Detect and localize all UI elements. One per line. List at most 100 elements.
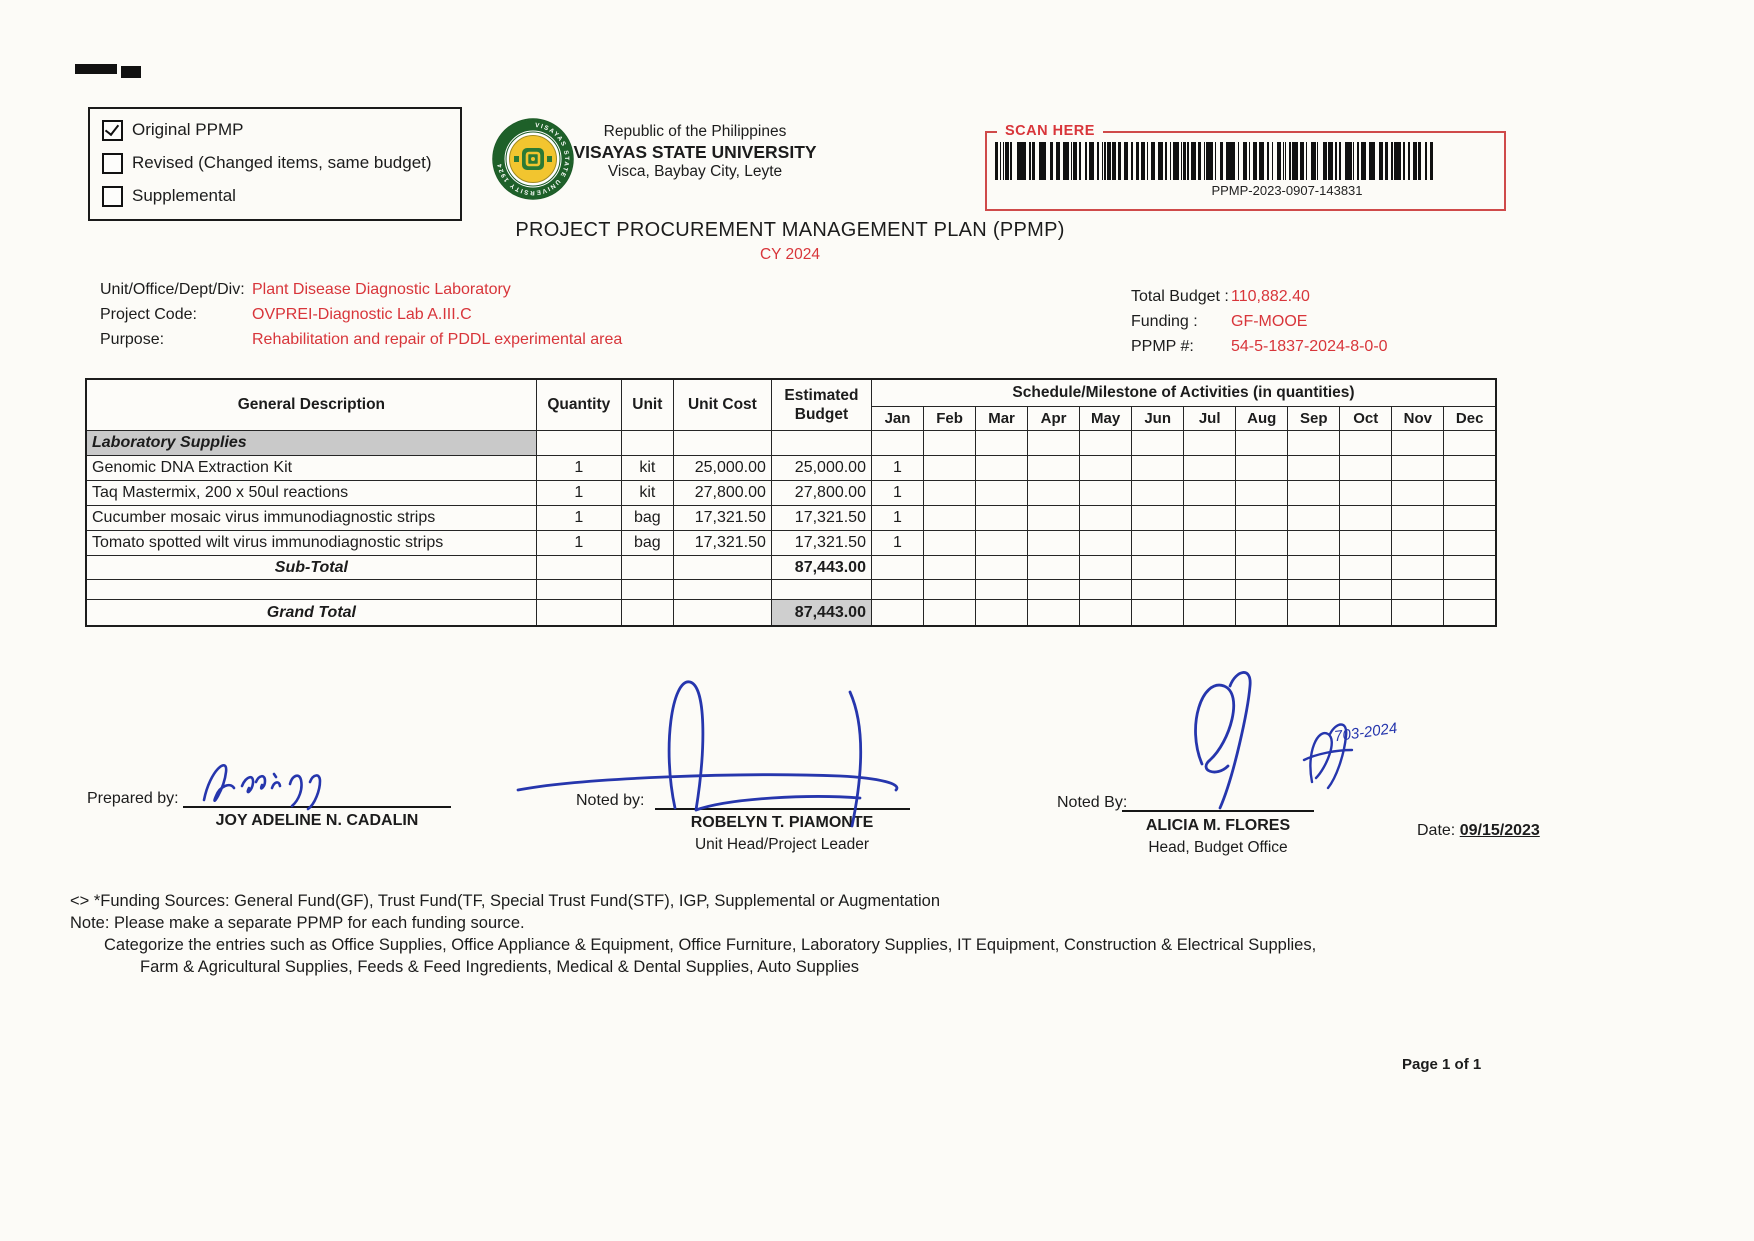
meta-value: OVPREI-Diagnostic Lab A.III.C [252, 305, 472, 323]
meta-unit-office: Unit/Office/Dept/Div: Plant Disease Diag… [100, 277, 720, 302]
item-estimated-budget: 17,321.50 [770, 505, 872, 531]
meta-ppmp-number: PPMP #: 54-5-1837-2024-8-0-0 [1131, 334, 1551, 359]
item-quantity: 1 [535, 530, 622, 556]
meta-value: 54-5-1837-2024-8-0-0 [1231, 337, 1388, 355]
col-month: May [1079, 406, 1133, 431]
checkbox-label: Original PPMP [132, 120, 244, 139]
meta-total-budget: Total Budget : 110,882.40 [1131, 284, 1551, 309]
item-description: Tomato spotted wilt virus immunodiagnost… [85, 530, 537, 556]
item-unit: bag [620, 530, 674, 556]
letterhead-university: VISAYAS STATE UNIVERSITY [573, 142, 817, 162]
ppmp-type-original: Original PPMP [102, 119, 244, 141]
ppmp-type-revised: Revised (Changed items, same budget) [102, 152, 432, 174]
ppmp-type-panel: Original PPMP Revised (Changed items, sa… [88, 107, 462, 221]
table-row: Cucumber mosaic virus immunodiagnostic s… [85, 505, 1497, 531]
date-value: 09/15/2023 [1459, 822, 1540, 839]
grand-total-label: Grand Total [85, 599, 537, 627]
meta-value: Rehabilitation and repair of PDDL experi… [252, 330, 623, 348]
letterhead-country: Republic of the Philippines [603, 123, 787, 140]
item-unit: kit [620, 480, 674, 506]
noted-by-label: Noted by: [576, 792, 645, 809]
table-row: Tomato spotted wilt virus immunodiagnost… [85, 530, 1497, 556]
item-description: Taq Mastermix, 200 x 50ul reactions [85, 480, 537, 506]
category-row: Laboratory Supplies [85, 430, 1497, 456]
meta-label: Funding : [1131, 312, 1198, 330]
item-description: Genomic DNA Extraction Kit [85, 455, 537, 481]
subtotal-value: 87,443.00 [770, 555, 872, 580]
table-header-row: General Description Quantity Unit Unit C… [85, 378, 1497, 431]
col-unit: Unit [620, 378, 674, 431]
item-unit-cost: 27,800.00 [672, 480, 772, 506]
barcode-icon [995, 142, 1433, 180]
item-unit: bag [620, 505, 674, 531]
meta-left-block: Unit/Office/Dept/Div: Plant Disease Diag… [100, 277, 720, 352]
procurement-table: General Description Quantity Unit Unit C… [85, 378, 1497, 627]
footnote-categorize-cont: Farm & Agricultural Supplies, Feeds & Fe… [140, 958, 860, 976]
footnote-funding-sources: <> *Funding Sources: General Fund(GF), T… [70, 892, 941, 910]
col-schedule: Schedule/Milestone of Activities (in qua… [870, 378, 1497, 407]
noted-by-2-name: ALICIA M. FLORES [1145, 817, 1291, 834]
table-row: Taq Mastermix, 200 x 50ul reactions 1 ki… [85, 480, 1497, 506]
footnote-separate-ppmp: Note: Please make a separate PPMP for ea… [70, 914, 525, 932]
ppmp-type-supplemental: Supplemental [102, 185, 236, 207]
grand-total-value: 87,443.00 [770, 599, 872, 627]
checkbox-label: Revised (Changed items, same budget) [132, 153, 432, 172]
meta-value: GF-MOOE [1231, 312, 1308, 330]
prepared-by-name: JOY ADELINE N. CADALIN [215, 812, 419, 829]
signature-line [655, 808, 910, 810]
item-jan-qty: 1 [870, 455, 925, 481]
col-month: Jan [870, 406, 925, 431]
col-month: Oct [1339, 406, 1393, 431]
item-estimated-budget: 25,000.00 [770, 455, 872, 481]
letterhead-address: Visca, Baybay City, Leyte [607, 163, 783, 180]
prepared-by-label: Prepared by: [87, 790, 179, 807]
scan-artifact-mark [75, 64, 117, 74]
meta-value: 110,882.40 [1231, 287, 1310, 305]
signature-ink-noted2 [1194, 671, 1252, 810]
col-month: Nov [1391, 406, 1445, 431]
scan-artifact-mark [121, 66, 141, 78]
footnote-categorize: Categorize the entries such as Office Su… [104, 936, 1317, 954]
barcode-value: PPMP-2023-0907-143831 [1211, 183, 1363, 198]
col-month: Jun [1131, 406, 1185, 431]
document-title: PROJECT PROCUREMENT MANAGEMENT PLAN (PPM… [515, 219, 1065, 241]
meta-right-block: Total Budget : 110,882.40 Funding : GF-M… [1131, 284, 1551, 359]
col-month: Mar [975, 406, 1029, 431]
item-estimated-budget: 27,800.00 [770, 480, 872, 506]
meta-label: Unit/Office/Dept/Div: [100, 280, 245, 298]
date-label: Date: [1417, 822, 1456, 839]
meta-label: Project Code: [100, 305, 197, 323]
scan-here-label: SCAN HERE [997, 123, 1103, 139]
checkbox-checked-icon [102, 119, 123, 141]
item-jan-qty: 1 [870, 530, 925, 556]
noted-by-name: ROBELYN T. PIAMONTE [690, 814, 874, 831]
meta-label: Total Budget : [1131, 287, 1229, 305]
col-general-description: General Description [85, 378, 537, 431]
item-description: Cucumber mosaic virus immunodiagnostic s… [85, 505, 537, 531]
item-unit-cost: 17,321.50 [672, 530, 772, 556]
meta-label: Purpose: [100, 330, 165, 348]
meta-project-code: Project Code: OVPREI-Diagnostic Lab A.II… [100, 302, 720, 327]
signature-line [183, 806, 451, 808]
signature-ink-noted1 [516, 680, 899, 828]
spacer-row [85, 579, 1497, 600]
letterhead: Republic of the Philippines VISAYAS STAT… [560, 122, 830, 182]
col-month: Apr [1027, 406, 1081, 431]
category-label: Laboratory Supplies [85, 430, 537, 456]
item-quantity: 1 [535, 455, 622, 481]
item-estimated-budget: 17,321.50 [770, 530, 872, 556]
checkbox-label: Supplemental [132, 186, 236, 205]
calendar-year: CY 2024 [759, 246, 821, 263]
subtotal-label: Sub-Total [85, 555, 537, 580]
meta-funding: Funding : GF-MOOE [1131, 309, 1551, 334]
col-estimated-budget: Estimated Budget [770, 378, 872, 431]
item-quantity: 1 [535, 505, 622, 531]
noted-by-2-label: Noted By: [1057, 794, 1128, 811]
signature-ink-prepared [202, 764, 322, 811]
col-month: Feb [923, 406, 977, 431]
col-month: Sep [1287, 406, 1341, 431]
table-months-row: Jan Feb Mar Apr May Jun Jul Aug Sep Oct … [86, 406, 1497, 431]
table-row: Genomic DNA Extraction Kit 1 kit 25,000.… [85, 455, 1497, 481]
grand-total-row: Grand Total 87,443.00 [85, 599, 1497, 627]
